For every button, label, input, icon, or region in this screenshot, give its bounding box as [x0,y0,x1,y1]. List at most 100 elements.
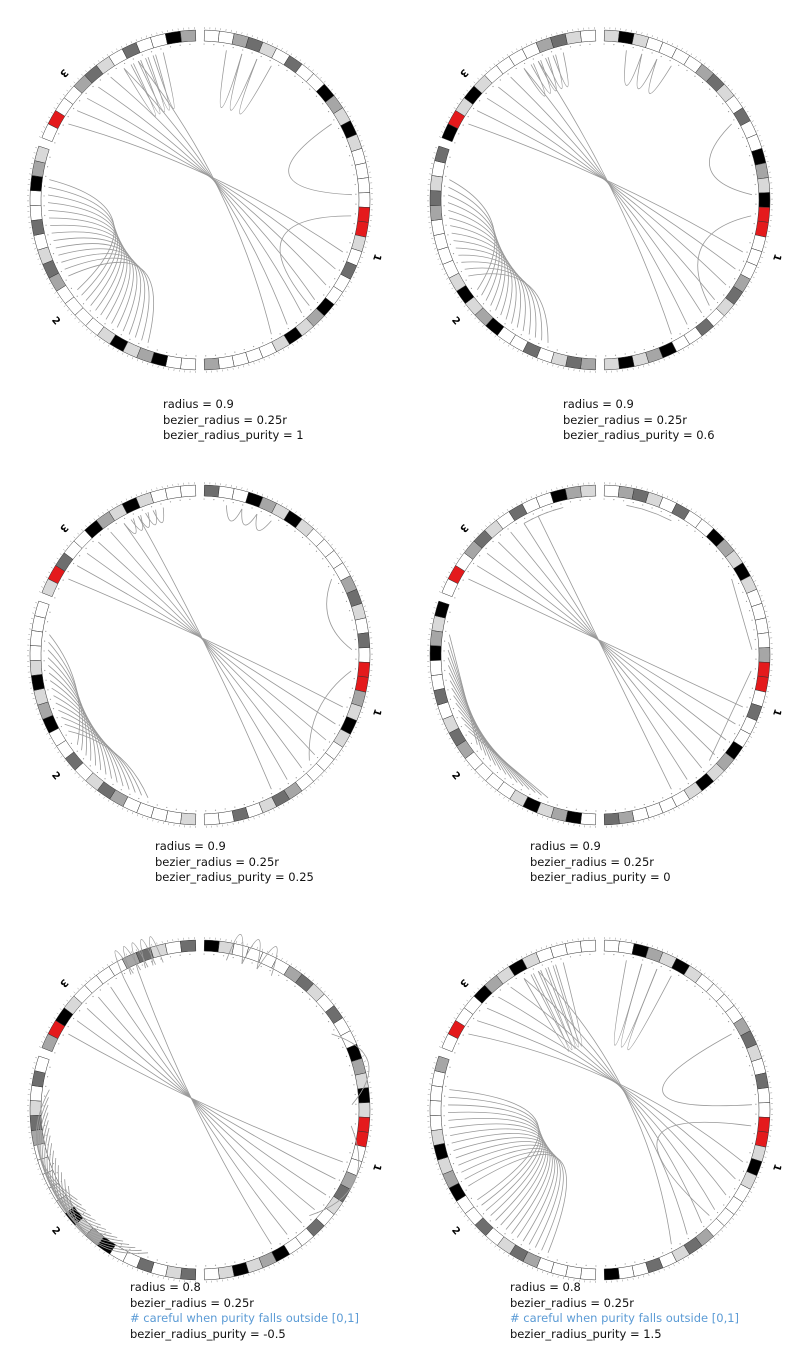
link [523,63,546,97]
tick [357,721,360,724]
tick [41,1178,44,1180]
tick-label [589,953,591,955]
tick [263,1268,265,1271]
tick [305,1244,307,1247]
tick-label [132,968,134,970]
tick [73,536,76,539]
tick [671,497,674,500]
tick-label [449,156,451,158]
ideogram-band [357,177,371,194]
tick-label [355,648,357,650]
tick [290,963,293,966]
tick-label [234,806,236,808]
tick-label [270,793,273,795]
tick [651,35,653,38]
tick-label [460,270,462,273]
link [137,57,166,113]
tick [56,557,59,560]
tick-label [156,1259,158,1261]
ideogram-band [631,807,650,822]
tick [313,782,316,785]
tick-label [670,338,673,340]
tick [451,742,454,745]
link [449,1089,540,1201]
tick-label [738,1179,740,1181]
tick [81,528,83,531]
tick-label [443,195,445,197]
tick-label [660,510,662,513]
tick-label [107,528,109,530]
tick [59,98,62,100]
tick [482,780,484,782]
tick [756,1040,759,1042]
tick [453,107,456,109]
tick-label [662,1252,664,1254]
tick [357,1176,360,1179]
tick [763,1060,766,1062]
tick [54,1202,57,1204]
tick-label [515,522,517,525]
tick-label [454,597,456,599]
tick [50,1022,53,1024]
tick [69,85,72,88]
tick-label [643,1258,645,1261]
links [47,50,352,343]
tick [281,47,283,50]
ideogram-band [758,1102,771,1118]
tick-label [279,1243,281,1245]
tick-label [348,1065,351,1067]
circos-plot-2: 123 [427,27,783,373]
ideogram-band [580,29,597,43]
tick-label [669,515,671,517]
tick [335,1213,338,1216]
tick [317,778,320,781]
tick [457,1206,460,1209]
tick-label [82,758,85,760]
tick [48,571,51,574]
tick-label [751,164,753,166]
chromosome-label: 2 [449,315,462,327]
tick-label [634,1261,636,1263]
tick [146,490,148,493]
tick-label [445,175,447,178]
tick-label [147,1256,149,1258]
tick [32,243,35,245]
tick [551,33,553,36]
ideogram-band [203,939,220,953]
tick [530,951,532,954]
tick [121,500,123,503]
tick [35,708,38,710]
ideogram-band [431,1070,446,1088]
tick-label [452,1163,455,1165]
tick [362,145,365,147]
tick [45,576,48,578]
parameter-caption-1: radius = 0.9 bezier_radius = 0.25r bezier_… [163,397,304,444]
ideogram [27,482,373,828]
tick-label [58,133,60,135]
tick-label [138,797,140,800]
tick [243,820,245,823]
tick-label [232,501,234,504]
tick [713,327,716,330]
tick [439,263,442,265]
tick [746,1020,749,1023]
tick-label [166,806,168,809]
tick [106,508,109,511]
tick [328,767,331,769]
tick [709,331,712,333]
ideogram-band [617,30,635,45]
link [149,936,164,966]
tick-label [338,582,340,585]
tick-label [175,808,178,810]
ideogram-band [617,940,635,955]
tick [317,323,320,326]
tick-label [622,500,625,502]
tick-label [213,499,215,501]
tick [735,758,738,761]
tick-label [333,574,335,576]
tick-label [45,1085,47,1088]
tick-label [703,315,705,318]
tick [70,768,73,771]
tick [107,799,110,802]
tick [354,580,357,582]
